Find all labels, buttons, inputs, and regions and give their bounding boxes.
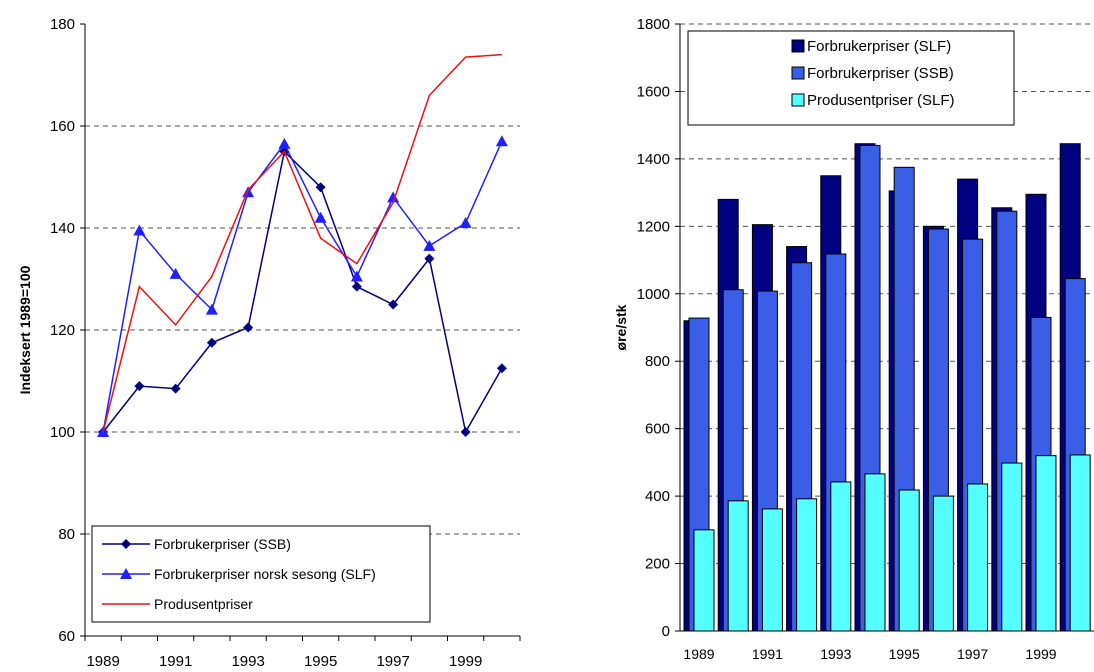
series-line-3 (102, 53, 502, 433)
bar-3 (830, 481, 852, 632)
data-point-diamond (351, 281, 362, 292)
data-point-triangle (350, 270, 363, 282)
data-point-diamond (496, 363, 507, 374)
y-axis-label: Indeksert 1989=100 (17, 265, 33, 394)
data-point-diamond (424, 253, 435, 264)
y-tick-label: 200 (645, 556, 670, 573)
y-tick-label: 1400 (637, 151, 670, 168)
legend-marker-diamond (121, 539, 131, 549)
y-tick-label: 1600 (637, 83, 670, 100)
x-tick-label: 1991 (752, 646, 783, 662)
data-point-diamond (243, 322, 254, 333)
legend-label-2: Forbrukerpriser norsk sesong (SLF) (154, 566, 376, 582)
data-point-diamond (388, 299, 399, 310)
x-tick-label: 1989 (683, 646, 714, 662)
data-point-triangle (423, 239, 436, 251)
x-tick-label: 1993 (231, 653, 264, 670)
x-tick-label: 1993 (820, 646, 851, 662)
y-tick-label: 1000 (637, 286, 670, 303)
y-tick-label: 60 (58, 628, 75, 645)
bar-3 (864, 473, 886, 632)
bar-3 (727, 500, 749, 632)
y-tick-label: 180 (50, 16, 75, 33)
y-tick-label: 80 (58, 526, 75, 543)
y-tick-label: 160 (50, 118, 75, 135)
legend-label-2: Forbrukerpriser (SSB) (807, 65, 954, 82)
x-tick-label: 1989 (86, 653, 119, 670)
y-tick-label: 0 (662, 623, 670, 640)
data-point-diamond (170, 383, 181, 394)
bar-chart: 0 200 400 600 800 1000 1200 1400 1600 1800 1989 199… (613, 16, 1094, 662)
legend-label-3: Produsentpriser (154, 596, 253, 612)
bar-3 (1001, 462, 1023, 632)
bar-3 (1069, 454, 1091, 632)
bar-3 (693, 529, 715, 632)
y-tick-label: 120 (50, 322, 75, 339)
data-point-triangle (387, 191, 400, 203)
y-tick-label: 800 (645, 353, 670, 370)
data-point-triangle (133, 224, 146, 236)
legend-label-1: Forbrukerpriser (SLF) (807, 38, 951, 55)
data-point-triangle (495, 135, 508, 147)
legend-label-1: Forbrukerpriser (SSB) (154, 536, 291, 552)
data-point-triangle (278, 137, 291, 149)
y-tick-label: 400 (645, 488, 670, 505)
legend-box (687, 30, 1015, 126)
y-tick-label: 600 (645, 421, 670, 438)
legend-label-3: Produsentpriser (SLF) (807, 92, 955, 109)
data-point-triangle (205, 303, 218, 315)
y-axis-label: øre/stk (613, 304, 629, 350)
x-tick-label: 1991 (159, 653, 192, 670)
data-point-diamond (460, 427, 471, 437)
y-tick-label: 100 (50, 424, 75, 441)
bar-3 (796, 498, 818, 632)
bar-3 (1035, 455, 1057, 632)
x-tick-label: 1999 (1025, 646, 1056, 662)
data-point-triangle (169, 267, 182, 279)
series-line-1 (102, 149, 503, 435)
bar-3 (898, 489, 920, 632)
x-tick-label: 1997 (957, 646, 988, 662)
data-point-diamond (206, 337, 217, 348)
data-point-diamond (134, 381, 145, 392)
data-point-triangle (459, 216, 472, 228)
y-tick-label: 140 (50, 220, 75, 237)
bar-3 (932, 495, 954, 632)
bar-3 (761, 508, 783, 632)
legend-swatch-1 (791, 39, 805, 53)
legend-swatch-3 (791, 93, 805, 107)
x-tick-label: 1999 (449, 653, 482, 670)
y-tick-label: 1200 (637, 218, 670, 235)
x-tick-label: 1995 (889, 646, 920, 662)
series-line-2 (102, 140, 503, 433)
data-point-diamond (315, 182, 326, 193)
data-point-triangle (242, 186, 255, 198)
line-chart: 60 80 100 120 140 160 180 1989 1991 1993 1995 1997 1… (17, 16, 521, 670)
x-tick-label: 1997 (376, 653, 409, 670)
x-tick-label: 1995 (304, 653, 337, 670)
y-tick-label: 1800 (637, 16, 670, 33)
bar-3 (967, 483, 989, 632)
data-point-triangle (314, 211, 327, 223)
legend-swatch-2 (791, 66, 805, 80)
legend-marker-triangle (120, 568, 132, 579)
